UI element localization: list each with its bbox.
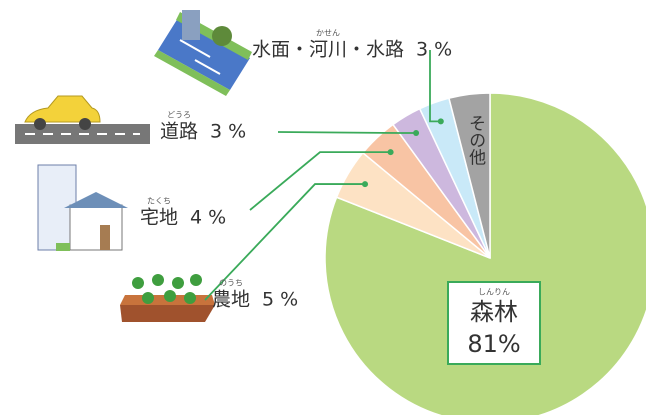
reading: しんりん [478, 288, 510, 297]
river-icon [154, 10, 252, 96]
category-label: 宅地 [140, 207, 178, 229]
leader-dot [387, 149, 394, 156]
value-label: 4 % [190, 207, 226, 229]
leader-line [249, 151, 391, 211]
category-label: 道路 [160, 121, 198, 143]
road-icon [15, 95, 150, 144]
reading: のうち [219, 279, 243, 288]
category-label: 水面・河川・水路 [252, 39, 404, 61]
value-label: 81% [467, 330, 520, 358]
value-label: 3 % [416, 39, 452, 61]
leader-dot [437, 118, 444, 125]
reading: かせん [316, 29, 340, 38]
field-icon [120, 274, 215, 322]
reading: どうろ [167, 111, 191, 120]
pie-slice [324, 92, 646, 415]
value-label: 5 % [262, 289, 298, 311]
label-box [447, 281, 541, 365]
category-label: 森林 [470, 298, 518, 326]
leader-dot [362, 181, 369, 188]
category-label: 農地 [212, 289, 250, 311]
icons [15, 10, 252, 322]
leader-line [429, 50, 441, 123]
leader-line [204, 183, 366, 301]
category-label: その他 [465, 115, 486, 166]
house-icon [37, 164, 128, 251]
leader-dot [413, 130, 420, 137]
value-label: 3 % [210, 121, 246, 143]
leader-line [277, 131, 417, 134]
reading: たくち [147, 197, 171, 206]
pie-slice [448, 92, 491, 259]
